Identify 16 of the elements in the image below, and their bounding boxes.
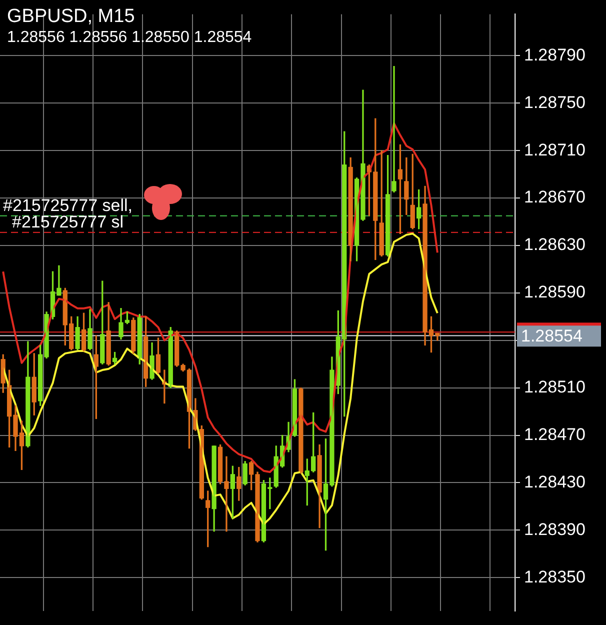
y-tick-label: 1.28710: [524, 140, 586, 160]
y-tick-label: 1.28510: [524, 378, 586, 397]
ref-line-label: 1.28554: [521, 326, 582, 346]
chart-title: GBPUSD, M15: [7, 6, 135, 27]
y-tick-label: 1.28350: [524, 567, 586, 586]
y-tick-label: 1.28590: [524, 282, 586, 302]
y-tick-label: 1.28430: [524, 472, 586, 492]
y-tick-label: 1.28390: [524, 520, 586, 539]
y-tick-label: 1.28630: [524, 235, 586, 254]
ref-line-label: #215725777 sl: [12, 212, 124, 232]
y-tick-label: 1.28470: [524, 424, 586, 444]
text: 1.28556 1.28556 1.28550 1.28554: [7, 29, 252, 46]
ref-line-label: #215725777 sell,: [3, 196, 133, 215]
y-tick-label: 1.28670: [524, 188, 586, 207]
y-tick-label: 1.28790: [524, 45, 586, 64]
y-tick-label: 1.28750: [524, 92, 586, 112]
